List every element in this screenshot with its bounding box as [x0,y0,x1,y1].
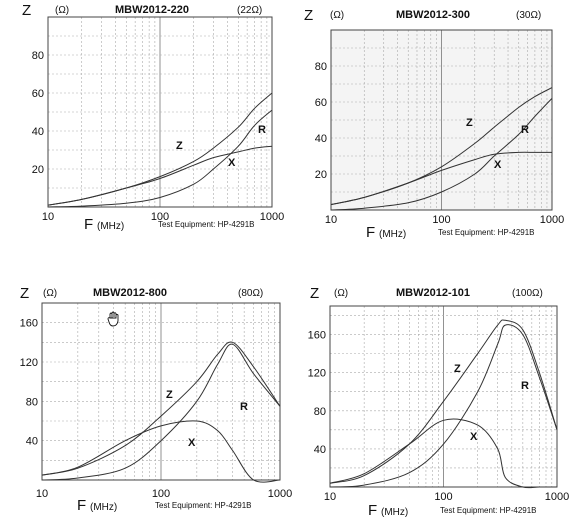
chart-panel-3: 40 80 120 160 10 100 1000 Z (Ω) MBW2012-800 (80Ω) F… [20,285,293,514]
series-label-r: R [240,401,248,413]
series-label-x: X [228,157,236,169]
x-axis-label: F [77,497,86,514]
equipment-note: Test Equipment: HP-4291B [155,501,252,510]
x-axis-unit: (MHz) [97,221,124,232]
y-tick-label: 80 [26,396,38,408]
series-line-r [41,343,281,481]
y-axis-label: Z [22,2,31,19]
y-axis-unit: (Ω) [55,5,69,16]
series-label-x: X [188,437,196,449]
x-tick-label: 1000 [260,211,284,223]
y-tick-label: 80 [32,50,44,62]
y-tick-label: 120 [308,368,326,380]
x-axis-label: F [84,216,93,233]
chart-panel-2: 20 40 60 80 10 100 1000 Z (Ω) MBW2012-300 (30Ω) F (M… [304,7,564,241]
grid [48,17,272,207]
y-tick-label: 80 [315,61,327,73]
x-tick-label: 100 [152,488,170,500]
chart-title: MBW2012-800 [93,287,167,299]
equipment-note: Test Equipment: HP-4291B [440,506,537,515]
y-tick-label: 80 [314,406,326,418]
series-label-x: X [470,431,478,443]
impedance-label: (22Ω) [237,5,262,16]
y-tick-label: 60 [315,97,327,109]
x-tick-label: 1000 [540,214,564,226]
series-line-x [329,418,558,489]
y-tick-label: 160 [308,330,326,342]
x-tick-label: 10 [42,211,54,223]
x-tick-label: 10 [324,491,336,503]
x-tick-label: 1000 [268,488,292,500]
impedance-label: (30Ω) [516,10,541,21]
x-axis-unit: (MHz) [90,502,117,513]
chart-title: MBW2012-101 [396,287,470,299]
y-tick-label: 40 [26,436,38,448]
series-label-z: Z [466,117,473,129]
chart-panel-4: 40 80 120 160 10 100 1000 Z (Ω) MBW2012-101 (100Ω)… [308,285,570,519]
series-line-x [330,151,552,206]
hand-cursor-icon [107,311,119,327]
chart-panel-1: 20 40 60 80 10 100 1000 Z (Ω) MBW2012-220 (22Ω) F (M… [22,2,284,233]
x-tick-label: 100 [151,211,169,223]
y-axis-label: Z [310,285,319,302]
series-label-z: Z [166,389,173,401]
y-tick-label: 120 [20,357,38,369]
y-axis-unit: (Ω) [334,288,348,299]
series-line-r [330,98,553,211]
plot-frame [329,305,558,488]
grid [331,30,552,210]
x-tick-label: 100 [434,491,452,503]
x-axis-unit: (MHz) [379,229,406,240]
y-tick-label: 20 [315,169,327,181]
series-line-z [329,319,558,484]
y-tick-label: 40 [315,133,327,145]
x-tick-label: 10 [325,214,337,226]
chart-title: MBW2012-220 [115,4,189,16]
x-tick-label: 10 [36,488,48,500]
y-tick-label: 40 [32,126,44,138]
plot-frame [47,16,273,208]
series-line-x [47,145,273,206]
series-label-r: R [258,124,266,136]
impedance-label: (100Ω) [512,288,543,299]
y-axis-label: Z [304,7,313,24]
chart-title: MBW2012-300 [396,9,470,21]
y-tick-label: 40 [314,444,326,456]
y-tick-label: 160 [20,318,38,330]
equipment-note: Test Equipment: HP-4291B [438,228,535,237]
x-axis-label: F [368,502,377,519]
x-tick-label: 1000 [545,491,569,503]
y-tick-label: 60 [32,88,44,100]
series-label-r: R [521,380,529,392]
series-label-r: R [521,124,529,136]
series-label-z: Z [454,363,461,375]
equipment-note: Test Equipment: HP-4291B [158,220,255,229]
plot-frame [41,302,281,481]
y-axis-unit: (Ω) [43,288,57,299]
y-tick-label: 20 [32,164,44,176]
series-label-z: Z [176,140,183,152]
plot-frame [330,29,553,211]
y-axis-unit: (Ω) [330,10,344,21]
series-line-r [47,109,273,208]
x-axis-unit: (MHz) [381,507,408,518]
series-label-x: X [494,159,502,171]
y-axis-label: Z [20,285,29,302]
impedance-label: (80Ω) [238,288,263,299]
series-line-z [41,341,281,476]
x-axis-label: F [366,224,375,241]
series-line-x [41,420,281,483]
grid [330,306,557,487]
series-line-r [329,324,558,488]
x-tick-label: 100 [432,214,450,226]
